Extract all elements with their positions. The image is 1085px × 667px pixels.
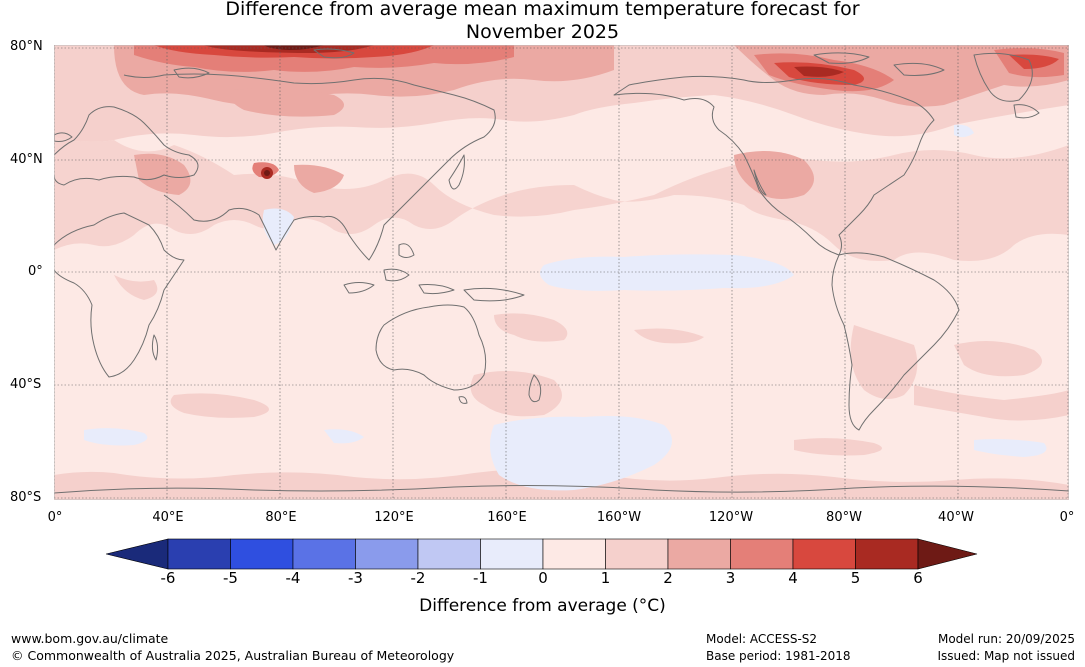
europe-coastline: [54, 106, 199, 186]
colorbar-swatch: [417, 538, 481, 570]
footer-model: Model: ACCESS-S2: [706, 632, 818, 646]
colorbar-swatch: [480, 538, 544, 570]
colorbar-tick-label: -4: [285, 569, 301, 587]
colorbar-extend-high: [917, 538, 978, 570]
africa-coastline: [54, 212, 185, 378]
colorbar-swatch: [730, 538, 794, 570]
colorbar-tick-label: 3: [725, 569, 736, 587]
footer-issued: Issued: Map not issued: [937, 649, 1075, 663]
lon-label-40w: 40°W: [938, 510, 974, 525]
lat-label-equator: 0°: [28, 264, 43, 279]
colorbar-swatch: [667, 538, 731, 570]
colorbar-swatch: [167, 538, 231, 570]
footer-base-period: Base period: 1981-2018: [706, 649, 851, 663]
lat-label-40n: 40°N: [10, 152, 43, 167]
colorbar-swatch: [355, 538, 419, 570]
lon-label-80w: 80°W: [826, 510, 862, 525]
colorbar-tick-label: -2: [410, 569, 426, 587]
colorbar-swatch: [230, 538, 294, 570]
lon-label-0: 0°: [47, 510, 63, 525]
colorbar: [106, 538, 978, 570]
colorbar-tick-label: 6: [913, 569, 923, 587]
lat-label-80n: 80°N: [10, 39, 43, 54]
north-america-coastline: [613, 75, 935, 256]
colorbar-swatch: [605, 538, 669, 570]
colorbar-extend-low: [106, 538, 169, 570]
south-america-coastline: [831, 252, 960, 431]
map-title-line2: November 2025: [465, 21, 620, 43]
graticule: [54, 45, 1069, 500]
footer-copyright: © Commonwealth of Australia 2025, Austra…: [11, 648, 455, 663]
lon-label-160w: 160°W: [596, 510, 642, 525]
colorbar-swatch: [542, 538, 606, 570]
colorbar-label: Difference from average (°C): [419, 596, 666, 616]
temperature-anomaly-map: [54, 45, 1069, 500]
colorbar-tick-label: 2: [663, 569, 673, 587]
map-title-line1: Difference from average mean maximum tem…: [225, 0, 860, 20]
colorbar-tick-label: -6: [160, 569, 176, 587]
lon-label-0-east: 0°: [1059, 510, 1075, 525]
lat-label-40s: 40°S: [10, 377, 42, 392]
colorbar-swatch: [855, 538, 919, 570]
lon-label-40e: 40°E: [152, 510, 184, 525]
lon-label-120w: 120°W: [708, 510, 754, 525]
colorbar-swatch: [792, 538, 856, 570]
colorbar-swatch: [292, 538, 356, 570]
colorbar-tick-label: 4: [788, 569, 798, 587]
lon-label-160e: 160°E: [487, 510, 527, 525]
coastlines: [54, 48, 1069, 494]
asia-coastline: [123, 73, 496, 261]
lat-label-80s: 80°S: [10, 490, 42, 505]
antarctica-coastline: [54, 485, 1069, 494]
anomaly-5-to-6-regions: [204, 45, 844, 179]
lon-label-120e: 120°E: [374, 510, 414, 525]
anomaly-minus1-to-0-regions: [84, 124, 1047, 491]
australia-coastline: [375, 304, 487, 391]
colorbar-tick-label: 0: [538, 569, 548, 587]
colorbar-tick-label: 5: [850, 569, 861, 587]
colorbar-tick-label: -1: [473, 569, 488, 587]
footer-url[interactable]: www.bom.gov.au/climate: [11, 631, 169, 646]
colorbar-tick-label: -5: [223, 569, 238, 587]
footer-model-run: Model run: 20/09/2025: [937, 632, 1075, 646]
colorbar-tick-label: -3: [348, 569, 363, 587]
lon-label-80e: 80°E: [265, 510, 297, 525]
colorbar-tick-label: 1: [600, 569, 611, 587]
anomaly-above-6-regions: [264, 45, 324, 176]
